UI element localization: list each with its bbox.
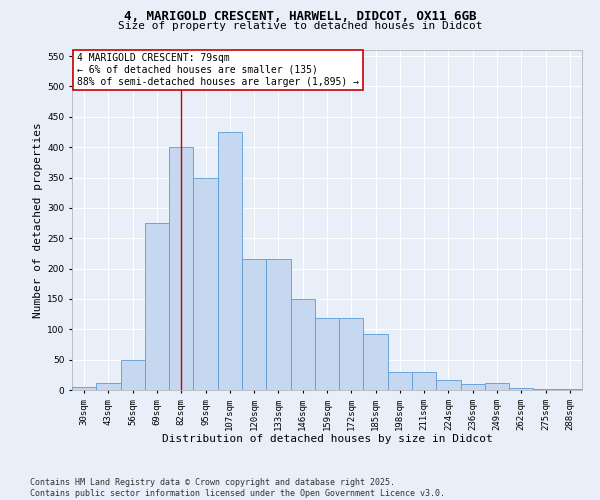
Text: 4, MARIGOLD CRESCENT, HARWELL, DIDCOT, OX11 6GB: 4, MARIGOLD CRESCENT, HARWELL, DIDCOT, O…: [124, 10, 476, 23]
Bar: [193, 178, 218, 390]
Bar: [533, 389, 558, 390]
X-axis label: Distribution of detached houses by size in Didcot: Distribution of detached houses by size …: [161, 434, 493, 444]
Bar: [121, 360, 145, 390]
Bar: [364, 334, 388, 390]
Bar: [315, 318, 339, 390]
Bar: [412, 372, 436, 390]
Y-axis label: Number of detached properties: Number of detached properties: [33, 122, 43, 318]
Text: 4 MARIGOLD CRESCENT: 79sqm
← 6% of detached houses are smaller (135)
88% of semi: 4 MARIGOLD CRESCENT: 79sqm ← 6% of detac…: [77, 54, 359, 86]
Bar: [169, 147, 193, 390]
Bar: [145, 223, 169, 390]
Bar: [290, 299, 315, 390]
Bar: [388, 372, 412, 390]
Bar: [266, 260, 290, 390]
Bar: [509, 388, 533, 390]
Bar: [461, 384, 485, 390]
Bar: [96, 382, 121, 390]
Bar: [242, 260, 266, 390]
Bar: [339, 318, 364, 390]
Bar: [72, 387, 96, 390]
Bar: [218, 132, 242, 390]
Text: Contains HM Land Registry data © Crown copyright and database right 2025.
Contai: Contains HM Land Registry data © Crown c…: [30, 478, 445, 498]
Text: Size of property relative to detached houses in Didcot: Size of property relative to detached ho…: [118, 21, 482, 31]
Bar: [436, 380, 461, 390]
Bar: [485, 382, 509, 390]
